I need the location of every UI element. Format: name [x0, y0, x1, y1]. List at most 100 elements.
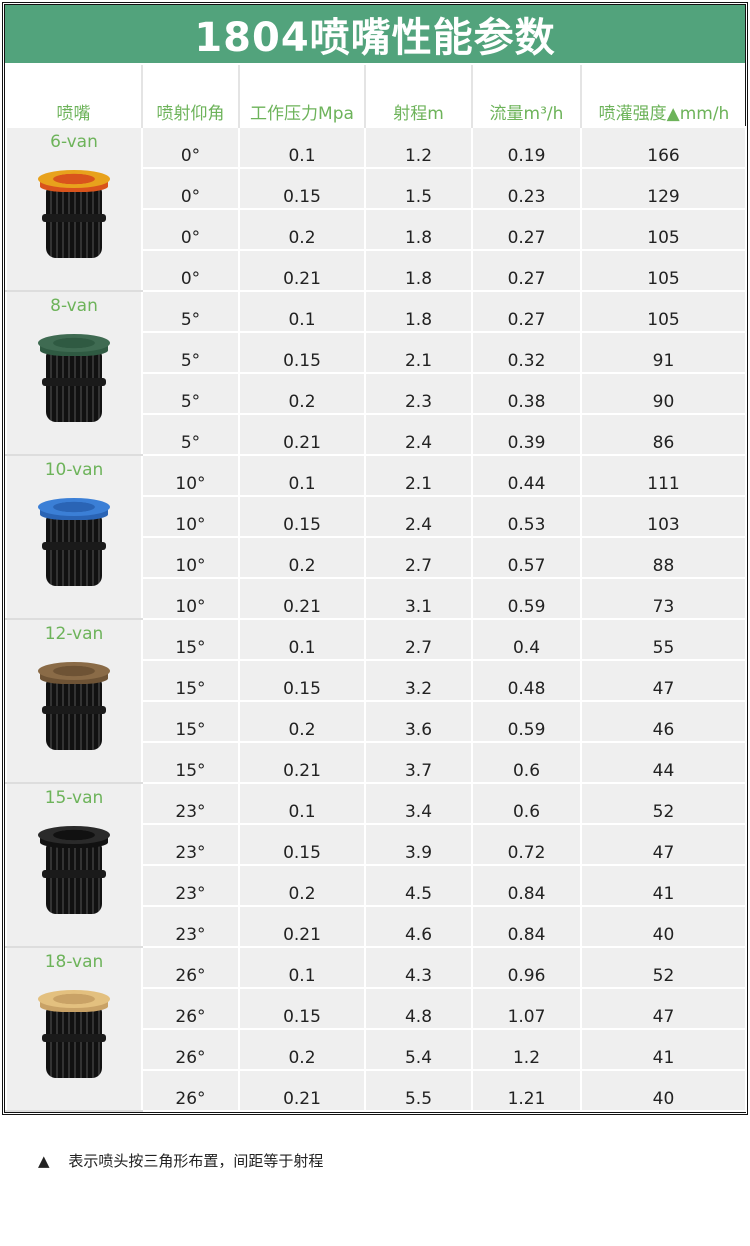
table-cell: 0.1	[238, 946, 366, 989]
table-cell: 0.27	[471, 208, 582, 251]
header-row: 喷嘴 喷射仰角 工作压力Mpa 射程m 流量m³/h 喷灌强度▲mm/h	[6, 65, 746, 127]
table-cell: 0°	[141, 249, 240, 292]
table-cell: 23°	[141, 823, 240, 866]
table-row: 10-van 10° 0.1 2.1 0.44 111	[5, 454, 747, 620]
nozzle-image	[34, 490, 114, 600]
nozzle-body	[46, 1008, 102, 1078]
table-cell: 103	[580, 495, 747, 538]
nozzle-cell: 15-van	[5, 782, 143, 948]
column-header: 流量m³/h	[471, 65, 581, 127]
nozzle-cell: 8-van	[5, 290, 143, 456]
table-cell: 41	[580, 1028, 747, 1071]
table-row: 15° 0.21 3.7 0.6 44	[6, 741, 747, 784]
table-cell: 0.53	[471, 495, 582, 538]
nozzle-image	[34, 982, 114, 1092]
table-cell: 0.1	[238, 290, 366, 333]
spec-table: 喷嘴 喷射仰角 工作压力Mpa 射程m 流量m³/h 喷灌强度▲mm/h 6-van 0°…	[5, 65, 747, 1112]
table-cell: 0.1	[238, 618, 366, 661]
column-header: 工作压力Mpa	[238, 65, 365, 127]
table-cell: 5.5	[364, 1069, 473, 1112]
table-cell: 47	[580, 659, 747, 702]
table-cell: 1.8	[364, 208, 473, 251]
table-cell: 105	[580, 249, 747, 292]
table-row: 10° 0.21 3.1 0.59 73	[6, 577, 747, 620]
table-cell: 0.2	[238, 372, 366, 415]
nozzle-ring	[42, 214, 106, 222]
column-header: 喷嘴	[56, 104, 91, 124]
table-cell: 1.2	[471, 1028, 582, 1071]
table-cell: 15°	[141, 659, 240, 702]
table-cell: 1.5	[364, 167, 473, 210]
table-row: 5° 0.2 2.3 0.38 90	[6, 372, 747, 415]
nozzle-name: 18-van	[44, 952, 104, 972]
table-row: 0° 0.21 1.8 0.27 105	[6, 249, 747, 292]
table-cell: 0.15	[238, 987, 366, 1030]
table-cell: 5°	[141, 372, 240, 415]
table-row: 0° 0.2 1.8 0.27 105	[6, 208, 747, 251]
table-cell: 0°	[141, 208, 240, 251]
table-row: 12-van 15° 0.1 2.7 0.4 55	[5, 618, 747, 784]
table-cell: 3.6	[364, 700, 473, 743]
table-cell: 0.2	[238, 208, 366, 251]
table-cell: 0.27	[471, 249, 582, 292]
table-cell: 0.72	[471, 823, 582, 866]
table-cell: 0.2	[238, 1028, 366, 1071]
table-cell: 0.1	[238, 126, 366, 169]
nozzle-cap	[38, 498, 110, 516]
table-cell: 26°	[141, 987, 240, 1030]
table-row: 8-van 5° 0.1 1.8 0.27 105	[5, 290, 747, 456]
table-cell: 0.23	[471, 167, 582, 210]
column-header: 喷灌强度▲mm/h	[580, 65, 746, 127]
table-cell: 0.59	[471, 700, 582, 743]
table-cell: 4.8	[364, 987, 473, 1030]
table-cell: 40	[580, 1069, 747, 1112]
table-cell: 0.38	[471, 372, 582, 415]
nozzle-body	[46, 680, 102, 750]
table-cell: 0.44	[471, 454, 582, 497]
table-cell: 2.1	[364, 454, 473, 497]
table-cell: 2.3	[364, 372, 473, 415]
table-cell: 0.15	[238, 331, 366, 374]
table-cell: 105	[580, 208, 747, 251]
nozzle-ring	[42, 542, 106, 550]
table-cell: 26°	[141, 1028, 240, 1071]
nozzle-name: 6-van	[50, 132, 98, 152]
table-cell: 88	[580, 536, 747, 579]
table-cell: 15°	[141, 700, 240, 743]
nozzle-name: 10-van	[44, 460, 104, 480]
nozzle-image	[34, 326, 114, 436]
nozzle-ring	[42, 1034, 106, 1042]
nozzle-name: 8-van	[50, 296, 98, 316]
table-cell: 0.21	[238, 577, 366, 620]
table-cell: 55	[580, 618, 747, 661]
table-cell: 0.1	[238, 454, 366, 497]
nozzle-cell: 12-van	[5, 618, 143, 784]
table-cell: 0.84	[471, 905, 582, 948]
nozzle-name: 15-van	[44, 788, 104, 808]
table-cell: 0.21	[238, 1069, 366, 1112]
table-cell: 0°	[141, 126, 240, 169]
triangle-icon: ▲	[38, 1152, 50, 1170]
table-cell: 1.2	[364, 126, 473, 169]
table-cell: 3.1	[364, 577, 473, 620]
table-cell: 1.8	[364, 290, 473, 333]
table-cell: 0.2	[238, 700, 366, 743]
table-cell: 1.21	[471, 1069, 582, 1112]
nozzle-cap	[38, 334, 110, 352]
table-cell: 0.1	[238, 782, 366, 825]
table-cell: 105	[580, 290, 747, 333]
nozzle-cap	[38, 990, 110, 1008]
table-cell: 0.32	[471, 331, 582, 374]
table-cell: 2.4	[364, 413, 473, 456]
nozzle-image	[34, 162, 114, 272]
table-cell: 5.4	[364, 1028, 473, 1071]
table-row: 23° 0.2 4.5 0.84 41	[6, 864, 747, 907]
table-cell: 5°	[141, 290, 240, 333]
table-cell: 23°	[141, 905, 240, 948]
table-cell: 0°	[141, 167, 240, 210]
table-cell: 4.5	[364, 864, 473, 907]
table-row: 15° 0.2 3.6 0.59 46	[6, 700, 747, 743]
table-cell: 10°	[141, 495, 240, 538]
table-cell: 1.8	[364, 249, 473, 292]
table-cell: 2.4	[364, 495, 473, 538]
